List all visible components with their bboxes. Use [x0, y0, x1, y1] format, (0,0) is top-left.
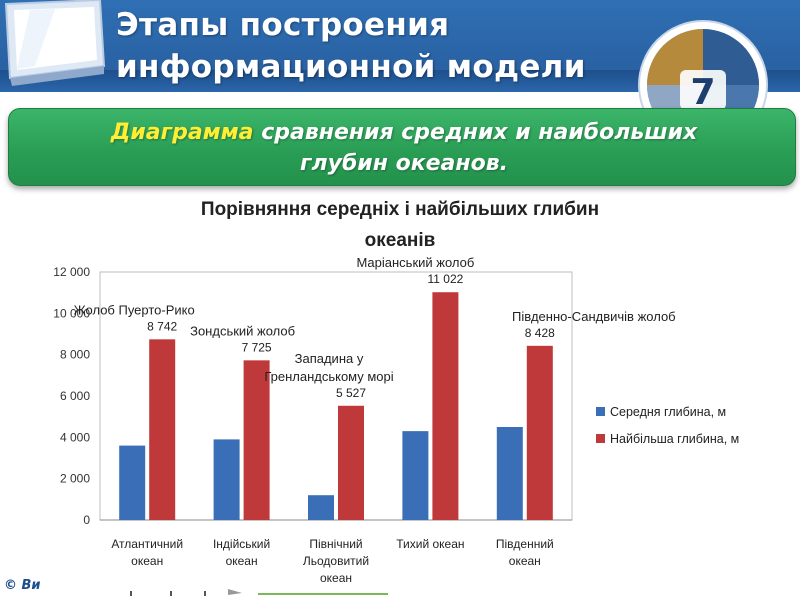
y-tick-label: 4 000 — [60, 430, 90, 444]
banner-text-rest: сравнения средних и наибольших — [253, 120, 698, 145]
x-tick-label: Північний — [309, 537, 362, 551]
x-tick-label: Льодовитий — [303, 554, 369, 568]
logo-number: 7 — [690, 72, 715, 113]
x-tick-label: Південний — [496, 537, 554, 551]
slide-title: Этапы построения информационной модели — [116, 4, 676, 88]
x-tick-label: океан — [226, 554, 258, 568]
ocean-depth-chart: Порівняння середніх і найбільших глибин … — [53, 199, 739, 585]
x-tick-label: Тихий океан — [396, 537, 464, 551]
data-label: 11 022 — [427, 272, 463, 286]
bar-average-depth — [496, 427, 523, 520]
banner-accent-word: Диаграмма — [110, 120, 254, 145]
x-tick-label: Індійський — [213, 537, 270, 551]
data-label: 7 725 — [242, 340, 272, 354]
x-tick-label: океан — [131, 554, 163, 568]
bar-average-depth — [119, 445, 146, 520]
bar-annotation: Зондський жолоб — [190, 323, 295, 338]
footer-line — [258, 593, 388, 595]
chart-title-line-1: Порівняння середніх і найбільших глибин — [201, 199, 599, 220]
title-line-2: информационной модели — [116, 49, 586, 85]
bar-max-depth — [338, 405, 364, 520]
bar-annotation: Западина у — [295, 351, 364, 366]
subtitle-banner: Диаграмма сравнения средних и наибольших… — [8, 108, 796, 186]
chart-legend: Середня глибина, м Найбільша глибина, м — [596, 405, 739, 446]
bar-annotation: Гренландському морі — [264, 369, 393, 384]
monitor-icon — [4, 0, 106, 86]
x-tick-label: океан — [509, 554, 541, 568]
banner-text-line-2: глубин океанов. — [300, 151, 508, 176]
data-label: 8 742 — [147, 319, 177, 333]
legend-swatch — [596, 434, 605, 443]
bar-annotation: Маріанський жолоб — [356, 255, 474, 270]
plot-area: 0 2 000 4 000 6 000 8 000 10 000 12 000 8 742 Жо… — [53, 255, 675, 585]
banner-text: Диаграмма сравнения средних и наибольших… — [29, 117, 779, 179]
data-label: 8 428 — [525, 326, 555, 340]
chart-title-line-2: океанів — [365, 230, 436, 251]
data-label: 5 527 — [336, 386, 366, 400]
bar-max-depth — [243, 360, 270, 520]
y-tick-label: 12 000 — [53, 265, 90, 279]
footer-decoration — [130, 589, 242, 596]
legend-label: Найбільша глибина, м — [610, 432, 739, 446]
header-strip — [0, 70, 800, 92]
bar-average-depth — [308, 495, 334, 520]
bar-max-depth — [526, 345, 553, 520]
bar-annotation: Жолоб Пуерто-Рико — [74, 302, 195, 317]
bar-max-depth — [149, 339, 176, 520]
x-tick-label: океан — [320, 571, 352, 585]
y-tick-label: 2 000 — [60, 472, 90, 486]
y-tick-label: 10 000 — [53, 306, 90, 320]
bar-annotation: Південно-Сандвичів жолоб — [512, 309, 676, 324]
x-tick-label: Атлантичний — [111, 537, 183, 551]
y-tick-label: 8 000 — [60, 348, 90, 362]
footer-copyright: © Ви — [4, 578, 41, 593]
y-tick-label: 0 — [83, 513, 90, 527]
legend-label: Середня глибина, м — [610, 405, 726, 419]
bar-max-depth — [432, 292, 459, 520]
bar-average-depth — [213, 439, 240, 520]
bar-average-depth — [402, 431, 429, 520]
y-tick-label: 6 000 — [60, 389, 90, 403]
legend-swatch — [596, 407, 605, 416]
title-line-1: Этапы построения — [116, 7, 450, 43]
